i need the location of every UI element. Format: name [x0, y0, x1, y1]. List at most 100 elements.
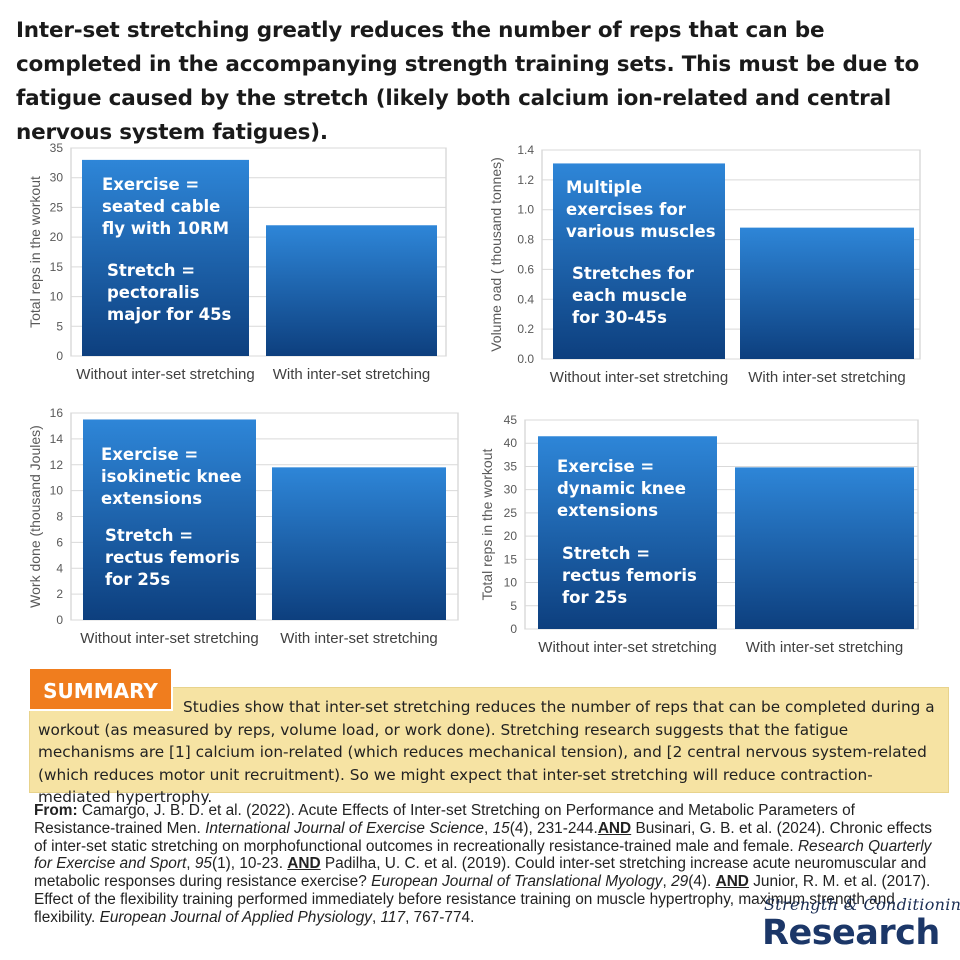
y-tick-label: 4 [56, 561, 63, 575]
and-separator: AND [287, 855, 321, 873]
chart-reps-chest: 0 5 10 15 20 25 30 35 Without inter-set stretchi… [0, 130, 470, 390]
x-tick-label: Without inter-set stretching [76, 366, 254, 383]
ref-2-sep: , [186, 855, 195, 873]
references-lead: From: [34, 802, 78, 819]
ref-1-journal: International Journal of Exercise Scienc… [205, 819, 484, 837]
note-exercise: Multiple exercises for various muscles [566, 178, 716, 241]
note-stretch: Stretches for each muscle for 30-45s [572, 264, 694, 327]
bar-with-stretching [266, 225, 437, 356]
ref-2: Businari, G. B. et al. (2024). Chronic e… [34, 819, 932, 855]
y-tick-label: 2 [56, 587, 63, 601]
ref-4-volume: 117 [380, 908, 406, 926]
y-tick-label: 20 [50, 230, 64, 244]
x-tick-label: With inter-set stretching [280, 630, 438, 647]
y-tick-label: 10 [50, 290, 64, 304]
x-tick-label: With inter-set stretching [746, 639, 904, 656]
chart-volume-load: 0.0 0.2 0.4 0.6 0.8 1.0 1.2 1.4 Without inter-se… [480, 130, 960, 390]
ref-4-journal: European Journal of Applied Physiology [99, 908, 372, 926]
chart-svg: 0 2 4 6 8 10 12 14 16 Without inter-set stretchin… [27, 406, 459, 647]
ref-2-pages: (1), 10-23. [211, 855, 288, 873]
y-tick-label: 12 [50, 458, 64, 472]
bar-with-stretching [740, 227, 914, 359]
x-tick-label: With inter-set stretching [273, 366, 431, 383]
y-tick-label: 10 [504, 576, 518, 590]
y-tick-label: 15 [504, 552, 518, 566]
ref-3-sep: , [662, 873, 672, 891]
and-separator: AND [715, 873, 749, 891]
ref-1: Camargo, J. B. D. et al. (2022). Acute E… [34, 802, 855, 837]
note-stretch: Stretch = rectus femoris for 25s [562, 544, 697, 607]
note-stretch: Stretch = pectoralis major for 45s [107, 261, 232, 324]
y-tick-label: 35 [504, 459, 518, 473]
ref-3: Padilha, U. C. et al. (2019). Could inte… [34, 855, 927, 891]
y-tick-label: 0 [56, 613, 63, 627]
ref-3-pages: (4). [688, 873, 716, 891]
y-tick-label: 0.2 [517, 322, 534, 336]
y-tick-label: 14 [50, 432, 64, 446]
headline: Inter-set stretching greatly reduces the… [16, 18, 920, 145]
y-tick-label: 0.0 [517, 352, 534, 366]
y-tick-label: 30 [504, 483, 518, 497]
chart-svg: 0 5 10 15 20 25 30 35 40 45 Without inter-set stre… [479, 413, 919, 656]
ref-1-pages: (4), 231-244. [509, 819, 598, 837]
y-axis-label: Total reps in the workout [27, 176, 43, 328]
y-tick-label: 0.4 [517, 292, 534, 306]
bar-without-stretching [83, 419, 256, 620]
y-tick-label: 8 [56, 510, 63, 524]
y-tick-label: 1.4 [517, 143, 534, 157]
x-tick-label: Without inter-set stretching [80, 630, 258, 647]
chart-work-done: 0 2 4 6 8 10 12 14 16 Without inter-set stretchin… [0, 395, 470, 655]
ref-1-sep: , [484, 819, 493, 837]
bar-without-stretching [82, 159, 249, 356]
y-axis-label: Volume oad ( thousand tonnes) [488, 157, 504, 352]
x-tick-label: With inter-set stretching [748, 369, 906, 386]
y-axis-label: Work done (thousand Joules) [27, 425, 43, 608]
summary-text: Studies show that inter-set stretching r… [38, 698, 935, 807]
y-tick-label: 40 [504, 436, 518, 450]
y-tick-label: 30 [50, 171, 64, 185]
y-tick-label: 16 [50, 406, 64, 420]
y-tick-label: 6 [56, 535, 63, 549]
y-tick-label: 25 [504, 506, 518, 520]
y-tick-label: 1.2 [517, 173, 534, 187]
y-tick-label: 0 [56, 349, 63, 363]
y-tick-label: 0.8 [517, 233, 534, 247]
ref-4-sep: , [371, 908, 381, 926]
and-separator: AND [597, 819, 632, 837]
note-exercise: Exercise = seated cable fly with 10RM [102, 175, 230, 238]
ref-4-pages: , 767-774. [405, 908, 475, 926]
y-tick-label: 35 [50, 141, 64, 155]
ref-4: Junior, R. M. et al. (2017). Effect of t… [34, 873, 931, 926]
y-tick-label: 1.0 [517, 203, 534, 217]
ref-2-volume: 95 [194, 855, 212, 873]
y-axis-label: Total reps in the workout [479, 449, 495, 601]
summary-box [29, 687, 949, 793]
summary-tag: SUMMARY [28, 667, 173, 711]
references: From: Camargo, J. B. D. et al. (2022). A… [34, 802, 934, 927]
chart-svg: 0.0 0.2 0.4 0.6 0.8 1.0 1.2 1.4 Without inter-se… [488, 143, 921, 386]
note-stretch: Stretch = rectus femoris for 25s [105, 526, 240, 589]
ref-2-journal: Research Quarterly for Exercise and Spor… [34, 837, 932, 873]
chart-svg: 0 5 10 15 20 25 30 35 Without inter-set stretchi… [27, 141, 447, 383]
brand-word: Research [762, 913, 940, 953]
ref-3-journal: European Journal of Translational Myolog… [371, 873, 663, 891]
x-tick-label: Without inter-set stretching [550, 369, 728, 386]
y-tick-label: 15 [50, 260, 64, 274]
ref-1-volume: 15 [492, 819, 510, 837]
y-tick-label: 0 [510, 622, 517, 636]
note-exercise: Exercise = isokinetic knee extensions [101, 445, 242, 508]
bar-with-stretching [272, 467, 446, 620]
bar-with-stretching [735, 467, 914, 629]
x-tick-label: Without inter-set stretching [538, 639, 716, 656]
brand-script: Strength & Conditioning [764, 895, 960, 914]
bar-without-stretching [553, 163, 725, 359]
y-tick-label: 5 [56, 319, 63, 333]
chart-reps-knee: 0 5 10 15 20 25 30 35 40 45 Without inter-set stre… [479, 400, 960, 660]
y-tick-label: 20 [504, 529, 518, 543]
bar-without-stretching [538, 436, 717, 629]
y-tick-label: 5 [510, 599, 517, 613]
y-tick-label: 45 [504, 413, 518, 427]
note-exercise: Exercise = dynamic knee extensions [557, 457, 686, 520]
y-tick-label: 10 [50, 484, 64, 498]
y-tick-label: 25 [50, 200, 64, 214]
